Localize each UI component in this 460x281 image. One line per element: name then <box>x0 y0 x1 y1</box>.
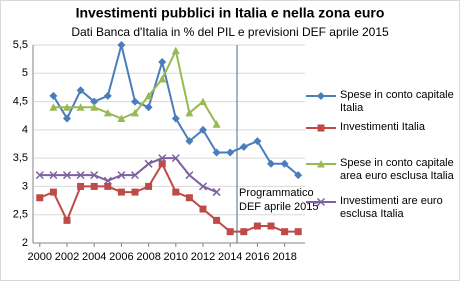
marker <box>294 171 303 180</box>
marker <box>144 91 153 100</box>
marker <box>90 182 98 190</box>
marker <box>267 222 275 230</box>
x-tick-label: 2012 <box>191 251 215 263</box>
marker <box>103 176 112 185</box>
legend-label: Spese in conto capitale Italia <box>340 89 454 114</box>
legend-label: Spese in conto capitale area euro esclus… <box>340 157 454 182</box>
marker <box>267 159 275 168</box>
annotation: Programmatico <box>239 187 314 199</box>
marker <box>144 159 153 168</box>
marker <box>35 171 44 180</box>
marker <box>36 194 44 202</box>
marker <box>90 103 99 111</box>
marker <box>76 86 85 95</box>
marker <box>63 103 71 111</box>
marker <box>171 46 180 55</box>
marker <box>212 120 221 128</box>
marker <box>253 222 261 230</box>
marker <box>49 91 58 100</box>
marker <box>117 41 126 49</box>
marker <box>281 228 289 236</box>
x-tick-label: 2000 <box>28 251 52 263</box>
marker <box>117 114 126 123</box>
marker <box>171 114 180 123</box>
legend-label: Investimenti are euro esclusa Italia <box>340 195 443 220</box>
chart-title: Investimenti pubblici in Italia e nella … <box>76 5 385 21</box>
marker <box>90 171 99 180</box>
marker <box>212 148 221 157</box>
marker <box>63 216 71 224</box>
marker <box>90 97 99 106</box>
x-tick-label: 2014 <box>218 251 242 263</box>
legend-marker <box>317 160 325 168</box>
marker <box>212 188 221 197</box>
marker <box>145 182 153 190</box>
marker <box>253 137 262 146</box>
marker <box>63 114 71 123</box>
marker <box>77 182 85 190</box>
x-tick-label: 2008 <box>136 251 160 263</box>
x-tick-label: 2016 <box>245 251 269 263</box>
marker <box>199 205 207 213</box>
marker <box>294 228 302 236</box>
x-tick-label: 2004 <box>82 251 106 263</box>
marker <box>103 108 112 117</box>
marker <box>103 91 112 100</box>
marker <box>130 171 140 180</box>
marker <box>158 74 167 83</box>
marker <box>158 154 167 163</box>
marker <box>104 182 112 190</box>
x-tick-label: 2018 <box>272 251 296 263</box>
marker <box>158 160 166 168</box>
marker <box>117 188 125 196</box>
marker <box>199 97 207 106</box>
marker <box>172 188 180 196</box>
marker <box>117 171 126 180</box>
x-tick-label: 2006 <box>109 251 133 263</box>
marker <box>49 188 57 196</box>
marker <box>185 108 194 117</box>
marker <box>213 216 221 224</box>
y-tick-label: 4 <box>22 124 28 136</box>
marker <box>131 108 139 117</box>
marker <box>131 188 139 196</box>
marker <box>76 171 85 180</box>
marker <box>185 137 194 146</box>
marker <box>144 103 153 112</box>
x-tick-label: 2002 <box>55 251 79 263</box>
marker <box>171 154 180 163</box>
marker <box>185 194 193 202</box>
y-tick-label: 2 <box>22 237 28 249</box>
marker <box>240 228 248 236</box>
legend-label: Investimenti Italia <box>340 121 425 133</box>
marker <box>280 159 289 168</box>
marker <box>185 171 194 180</box>
marker <box>226 148 235 157</box>
marker <box>198 182 208 191</box>
marker <box>226 228 234 236</box>
y-tick-label: 3 <box>22 180 28 192</box>
legend-marker <box>317 92 325 100</box>
marker <box>49 103 58 111</box>
chart-subtitle: Dati Banca d'Italia in % del PIL e previ… <box>71 25 389 39</box>
legend-marker <box>317 124 325 132</box>
y-tick-label: 3,5 <box>13 152 28 164</box>
y-tick-label: 5 <box>22 67 28 79</box>
marker <box>239 142 248 151</box>
marker <box>158 57 167 66</box>
marker <box>49 171 58 180</box>
x-tick-label: 2010 <box>164 251 188 263</box>
y-tick-label: 5,5 <box>13 39 28 51</box>
legend-marker <box>316 197 326 207</box>
marker <box>62 171 72 180</box>
marker <box>131 97 139 106</box>
annotation: DEF aprile 2015 <box>239 201 319 213</box>
y-tick-label: 4,5 <box>13 95 28 107</box>
marker <box>76 103 85 111</box>
y-tick-label: 2,5 <box>13 209 28 221</box>
marker <box>199 125 207 134</box>
